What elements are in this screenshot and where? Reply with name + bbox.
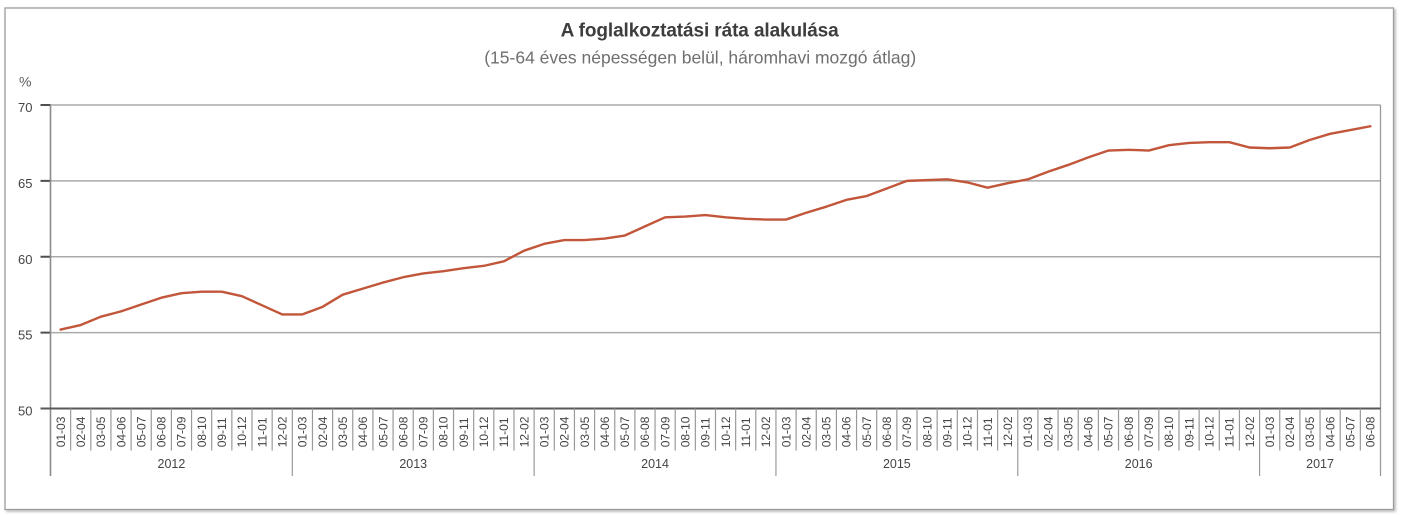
svg-text:50: 50: [18, 404, 32, 419]
svg-text:06-08: 06-08: [396, 416, 410, 447]
svg-text:07-09: 07-09: [900, 416, 914, 447]
svg-text:02-04: 02-04: [799, 416, 813, 447]
svg-text:03-05: 03-05: [1061, 416, 1075, 447]
svg-text:55: 55: [18, 328, 32, 343]
svg-text:01-03: 01-03: [296, 416, 310, 447]
svg-text:2013: 2013: [399, 457, 427, 471]
svg-text:2017: 2017: [1306, 457, 1334, 471]
svg-text:02-04: 02-04: [1283, 416, 1297, 447]
svg-text:06-08: 06-08: [1364, 416, 1378, 447]
svg-text:05-07: 05-07: [376, 416, 390, 447]
svg-text:A foglalkoztatási ráta alakulá: A foglalkoztatási ráta alakulása: [561, 21, 840, 42]
svg-text:11-01: 11-01: [739, 417, 753, 447]
svg-text:09-11: 09-11: [1182, 417, 1196, 447]
svg-text:04-06: 04-06: [1323, 416, 1337, 447]
svg-text:03-05: 03-05: [94, 416, 108, 447]
svg-text:12-02: 12-02: [517, 416, 531, 447]
svg-text:10-12: 10-12: [719, 416, 733, 447]
svg-text:11-01: 11-01: [981, 417, 995, 447]
svg-text:07-09: 07-09: [175, 416, 189, 447]
svg-text:12-02: 12-02: [759, 416, 773, 447]
svg-text:11-01: 11-01: [497, 417, 511, 447]
svg-text:01-03: 01-03: [1021, 416, 1035, 447]
svg-text:01-03: 01-03: [1263, 416, 1277, 447]
svg-text:03-05: 03-05: [336, 416, 350, 447]
svg-text:05-07: 05-07: [860, 416, 874, 447]
svg-text:03-05: 03-05: [578, 416, 592, 447]
svg-text:(15-64 éves népességen belül,: (15-64 éves népességen belül, háromhavi …: [484, 47, 916, 67]
svg-text:09-11: 09-11: [215, 417, 229, 447]
svg-text:03-05: 03-05: [820, 416, 834, 447]
svg-text:02-04: 02-04: [316, 416, 330, 447]
svg-text:10-12: 10-12: [235, 416, 249, 447]
svg-text:%: %: [19, 74, 31, 90]
svg-text:60: 60: [18, 252, 32, 267]
svg-text:10-12: 10-12: [477, 416, 491, 447]
svg-text:04-06: 04-06: [840, 416, 854, 447]
svg-text:2014: 2014: [641, 457, 669, 471]
svg-text:09-11: 09-11: [940, 417, 954, 447]
svg-text:2016: 2016: [1125, 457, 1153, 471]
svg-text:06-08: 06-08: [1122, 416, 1136, 447]
svg-text:04-06: 04-06: [356, 416, 370, 447]
svg-text:06-08: 06-08: [638, 416, 652, 447]
svg-text:05-07: 05-07: [1102, 416, 1116, 447]
svg-text:04-06: 04-06: [114, 416, 128, 447]
svg-text:01-03: 01-03: [54, 416, 68, 447]
svg-text:10-12: 10-12: [1202, 416, 1216, 447]
svg-text:11-01: 11-01: [1223, 417, 1237, 447]
svg-text:12-02: 12-02: [1243, 416, 1257, 447]
svg-text:05-07: 05-07: [618, 416, 632, 447]
svg-text:07-09: 07-09: [1142, 416, 1156, 447]
svg-text:08-10: 08-10: [1162, 416, 1176, 447]
svg-text:04-06: 04-06: [1082, 416, 1096, 447]
svg-text:09-11: 09-11: [457, 417, 471, 447]
svg-text:02-04: 02-04: [74, 416, 88, 447]
svg-text:10-12: 10-12: [961, 416, 975, 447]
svg-text:07-09: 07-09: [417, 416, 431, 447]
svg-text:01-03: 01-03: [537, 416, 551, 447]
svg-text:2015: 2015: [883, 457, 911, 471]
svg-text:04-06: 04-06: [598, 416, 612, 447]
svg-text:06-08: 06-08: [880, 416, 894, 447]
svg-text:06-08: 06-08: [155, 416, 169, 447]
svg-text:02-04: 02-04: [1041, 416, 1055, 447]
svg-text:02-04: 02-04: [558, 416, 572, 447]
svg-text:11-01: 11-01: [255, 417, 269, 447]
svg-text:08-10: 08-10: [679, 416, 693, 447]
svg-text:65: 65: [18, 176, 32, 191]
svg-text:12-02: 12-02: [1001, 416, 1015, 447]
svg-text:08-10: 08-10: [195, 416, 209, 447]
svg-text:07-09: 07-09: [658, 416, 672, 447]
svg-text:08-10: 08-10: [437, 416, 451, 447]
svg-text:09-11: 09-11: [699, 417, 713, 447]
svg-text:70: 70: [18, 100, 32, 115]
svg-text:03-05: 03-05: [1303, 416, 1317, 447]
svg-text:12-02: 12-02: [275, 416, 289, 447]
svg-text:05-07: 05-07: [134, 416, 148, 447]
svg-text:08-10: 08-10: [920, 416, 934, 447]
svg-text:2012: 2012: [158, 457, 186, 471]
svg-text:05-07: 05-07: [1344, 416, 1358, 447]
svg-text:01-03: 01-03: [779, 416, 793, 447]
